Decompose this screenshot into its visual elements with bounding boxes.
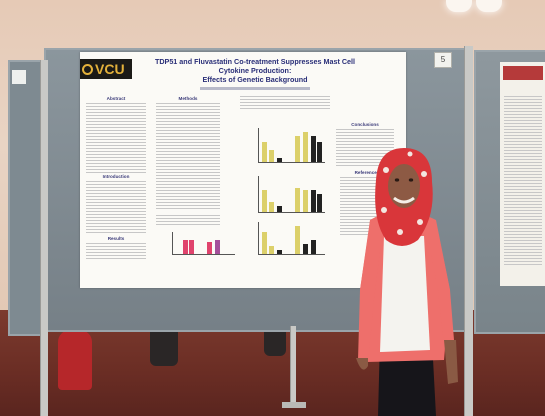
pattern-dot <box>381 207 387 213</box>
chart-bar <box>295 136 300 162</box>
chart-bar <box>262 142 267 162</box>
ceiling-light <box>446 0 472 12</box>
pattern-dot <box>417 219 423 225</box>
pattern-dot <box>397 229 403 235</box>
results-text <box>86 243 146 261</box>
adjacent-poster-header <box>503 66 543 80</box>
board-tag <box>12 70 26 84</box>
smile <box>393 196 415 204</box>
bar-chart <box>258 222 325 255</box>
section-heading: Results <box>107 236 125 241</box>
chart-bar <box>262 232 267 254</box>
chart-bar <box>269 202 274 212</box>
eye <box>408 178 414 182</box>
chart-bar <box>215 240 220 254</box>
bar-chart <box>258 176 325 213</box>
methods-section: Methods <box>156 96 220 225</box>
chart-bar <box>295 188 300 212</box>
logo-text: VCU <box>95 61 125 77</box>
figure-header <box>240 96 330 110</box>
chart-bar <box>303 244 308 254</box>
methods-text <box>156 103 220 209</box>
eye <box>394 178 400 182</box>
abstract-section: Abstract <box>86 96 146 173</box>
figure-title-text <box>240 96 330 110</box>
results-section: Results <box>86 236 146 261</box>
logo-ring-icon <box>82 63 93 75</box>
chart-bar <box>311 136 316 162</box>
presenter-person <box>356 148 458 416</box>
chart-bar <box>295 226 300 254</box>
poster-authors <box>200 87 310 90</box>
poster-title-line: Cytokine Production: <box>218 66 292 76</box>
section-heading: Conclusions <box>351 122 379 127</box>
chart-bar <box>311 190 316 212</box>
chart-bar <box>277 158 282 162</box>
chart-bar <box>317 194 322 212</box>
bar-chart-small <box>172 232 235 255</box>
background-person <box>58 330 92 390</box>
chart-bar <box>262 190 267 212</box>
chart-bar <box>269 246 274 254</box>
board-pole <box>290 326 296 408</box>
adjacent-poster-text <box>504 96 542 266</box>
chart-bar <box>207 242 212 254</box>
section-heading: Introduction <box>102 174 130 179</box>
bar-chart <box>258 128 325 163</box>
poster-title-line: Effects of Genetic Background <box>202 75 308 85</box>
poster-title-line: TDP51 and Fluvastatin Co-treatment Suppr… <box>154 57 356 66</box>
chart-bar <box>277 250 282 254</box>
vcu-logo: VCU <box>80 59 132 79</box>
introduction-section: Introduction <box>86 174 146 233</box>
chart-bar <box>311 240 316 254</box>
chart-bar <box>277 206 282 212</box>
section-heading: Methods <box>178 96 198 101</box>
board-foot <box>282 402 306 408</box>
background-person <box>264 326 286 356</box>
section-heading: Abstract <box>106 96 126 101</box>
chart-bar <box>303 132 308 162</box>
chart-bar <box>317 142 322 162</box>
figure-caption <box>156 215 220 225</box>
left-hand <box>356 358 368 370</box>
face <box>388 164 420 208</box>
pattern-dot <box>421 171 427 177</box>
right-forearm <box>444 340 458 384</box>
left-arm <box>358 222 382 362</box>
white-top <box>380 236 430 352</box>
chart-bar <box>303 190 308 212</box>
chart-bar <box>183 240 188 254</box>
chart-bar <box>189 240 194 254</box>
display-board-left <box>8 60 46 336</box>
board-pole <box>40 60 48 416</box>
pattern-dot <box>383 167 389 173</box>
section-heading: References <box>354 170 380 175</box>
background-person <box>150 326 178 366</box>
board-pole <box>464 46 473 416</box>
poster-title: TDP51 and Fluvastatin Co-treatment Suppr… <box>142 57 368 85</box>
chart-bar <box>269 150 274 162</box>
right-arm <box>428 222 454 344</box>
abstract-text <box>86 103 146 173</box>
introduction-text <box>86 181 146 233</box>
ceiling-light <box>476 0 502 12</box>
pattern-dot <box>407 151 413 157</box>
board-number-tag: 5 <box>434 52 452 68</box>
